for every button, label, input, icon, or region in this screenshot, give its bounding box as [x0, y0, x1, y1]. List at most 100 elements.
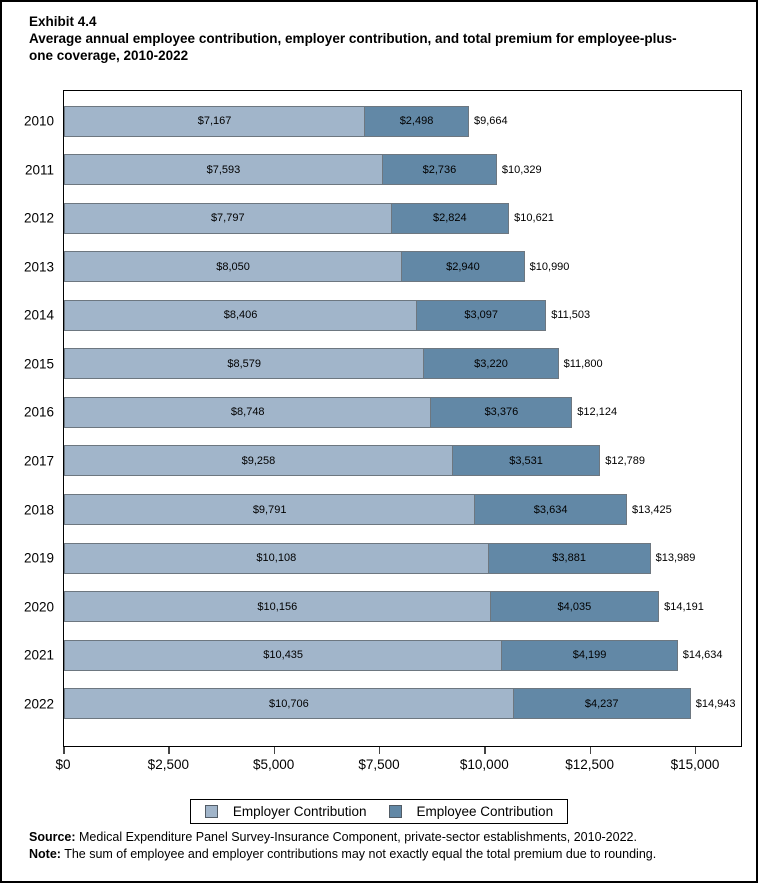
- chart-row: 2013 $8,050 $2,940 $10,990: [24, 243, 741, 292]
- x-tick-mark: [378, 747, 381, 754]
- employer-contribution-segment: $7,167: [64, 105, 366, 137]
- year-label: 2015: [23, 356, 54, 372]
- chart-row: 2017 $9,258 $3,531 $12,789: [24, 437, 741, 486]
- x-tick-mark: [63, 747, 65, 754]
- employer-value-label: $9,791: [252, 503, 287, 516]
- total-premium-label: $13,989: [655, 552, 696, 565]
- employee-contribution-segment: $2,498: [364, 105, 469, 137]
- footer: Source: Medical Expenditure Panel Survey…: [29, 829, 739, 862]
- employer-value-label: $10,435: [263, 649, 304, 662]
- employee-value-label: $3,531: [509, 454, 543, 467]
- x-tick-mark: [694, 747, 697, 754]
- employee-value-label: $3,376: [484, 406, 519, 419]
- legend-box: Employer Contribution Employee Contributi…: [189, 799, 569, 824]
- employee-value-label: $4,237: [584, 697, 619, 710]
- x-tick-label: $15,000: [670, 757, 720, 772]
- employer-value-label: $8,748: [230, 406, 265, 419]
- year-label: 2018: [23, 502, 54, 518]
- bar-rows: 2010 $7,167 $2,498 $9,664 2011 $7,593 $2,736 $1…: [24, 91, 741, 746]
- year-label: 2019: [23, 550, 54, 566]
- employee-contribution-segment: $4,035: [489, 591, 660, 623]
- source-text: Medical Expenditure Panel Survey-Insuran…: [75, 830, 637, 844]
- x-tick-label: $2,500: [147, 757, 189, 772]
- year-label: 2014: [23, 307, 54, 323]
- employee-value-label: $2,940: [446, 260, 480, 273]
- employer-value-label: $10,108: [256, 552, 297, 565]
- x-tick-label: $10,000: [459, 757, 509, 772]
- employee-value-label: $3,097: [464, 309, 498, 322]
- employer-contribution-segment: $7,797: [64, 202, 392, 234]
- chart-row: 2011 $7,593 $2,736 $10,329: [25, 146, 741, 195]
- year-label: 2021: [23, 647, 54, 663]
- title-block: Exhibit 4.4 Average annual employee cont…: [29, 13, 689, 64]
- legend-swatch: [204, 805, 218, 818]
- employer-value-label: $7,167: [197, 115, 232, 128]
- source-line: Source: Medical Expenditure Panel Survey…: [29, 829, 739, 846]
- employer-value-label: $8,579: [227, 357, 262, 370]
- total-premium-label: $14,943: [695, 697, 736, 710]
- total-premium-label: $10,990: [529, 260, 570, 273]
- chart-row: 2020 $10,156 $4,035 $14,191: [24, 582, 741, 631]
- employee-value-label: $2,824: [433, 212, 467, 225]
- x-tick-label: $5,000: [253, 757, 295, 772]
- employee-contribution-segment: $2,824: [390, 202, 510, 234]
- total-premium-label: $11,503: [551, 309, 591, 322]
- employee-contribution-segment: $2,940: [401, 251, 525, 283]
- employer-contribution-segment: $8,579: [64, 348, 425, 380]
- chart-row: 2021 $10,435 $4,199 $14,634: [24, 631, 741, 680]
- total-premium-label: $14,191: [664, 600, 704, 613]
- total-premium-label: $9,664: [473, 115, 508, 128]
- employee-contribution-segment: $3,531: [451, 445, 601, 477]
- employer-value-label: $9,258: [241, 454, 276, 467]
- chart-row: 2019 $10,108 $3,881 $13,989: [24, 534, 741, 583]
- total-premium-label: $10,621: [514, 212, 554, 225]
- legend-label: Employer Contribution: [232, 804, 367, 819]
- total-premium-label: $10,329: [501, 163, 542, 176]
- total-premium-label: $14,634: [682, 649, 723, 662]
- employer-contribution-segment: $9,791: [64, 494, 476, 526]
- employer-value-label: $7,593: [206, 163, 241, 176]
- year-label: 2016: [23, 404, 54, 420]
- employee-contribution-segment: $4,199: [501, 639, 678, 671]
- employee-contribution-segment: $3,220: [423, 348, 559, 380]
- employer-contribution-segment: $10,156: [64, 591, 491, 623]
- employee-contribution-segment: $3,097: [416, 299, 547, 331]
- employee-contribution-segment: $3,376: [430, 396, 573, 428]
- x-axis: $0 $2,500 $5,000 $7,500 $10,000 $12,500 $15,00…: [55, 747, 742, 787]
- total-premium-label: $13,425: [631, 503, 672, 516]
- employer-value-label: $7,797: [210, 212, 245, 225]
- employer-contribution-segment: $10,435: [64, 639, 503, 671]
- employee-value-label: $3,634: [533, 503, 568, 516]
- chart-row: 2015 $8,579 $3,220 $11,800: [24, 340, 741, 389]
- employer-contribution-segment: $9,258: [64, 445, 453, 477]
- x-tick-label: $12,500: [565, 757, 615, 772]
- employer-value-label: $10,156: [257, 600, 298, 613]
- employer-contribution-segment: $7,593: [64, 154, 383, 186]
- employee-contribution-segment: $4,237: [512, 688, 691, 720]
- chart-row: 2010 $7,167 $2,498 $9,664: [24, 97, 741, 146]
- employee-value-label: $4,199: [572, 649, 607, 662]
- x-tick-mark: [273, 747, 276, 754]
- employee-value-label: $3,220: [474, 357, 508, 370]
- employer-contribution-segment: $8,406: [64, 299, 418, 331]
- page-title: Average annual employee contribution, em…: [29, 31, 677, 63]
- note-label: Note:: [29, 846, 61, 861]
- legend-swatch: [388, 805, 402, 818]
- legend-entry: Employee Contribution: [388, 804, 554, 819]
- note-line: Note: The sum of employee and employer c…: [29, 846, 739, 863]
- x-tick-mark: [484, 747, 486, 754]
- year-label: 2013: [23, 259, 54, 275]
- year-label: 2011: [24, 162, 54, 178]
- employer-value-label: $10,706: [268, 697, 309, 710]
- chart-row: 2014 $8,406 $3,097 $11,503: [24, 291, 741, 340]
- total-premium-label: $12,789: [605, 454, 645, 467]
- employer-value-label: $8,406: [223, 309, 258, 322]
- total-premium-label: $11,800: [563, 357, 603, 370]
- legend: Employer Contribution Employee Contributi…: [2, 799, 756, 824]
- legend-label: Employee Contribution: [416, 804, 554, 819]
- total-premium-label: $12,124: [577, 406, 618, 419]
- year-label: 2017: [23, 453, 54, 469]
- plot-area: 2010 $7,167 $2,498 $9,664 2011 $7,593 $2,736 $1…: [24, 90, 742, 747]
- employee-value-label: $2,498: [399, 115, 434, 128]
